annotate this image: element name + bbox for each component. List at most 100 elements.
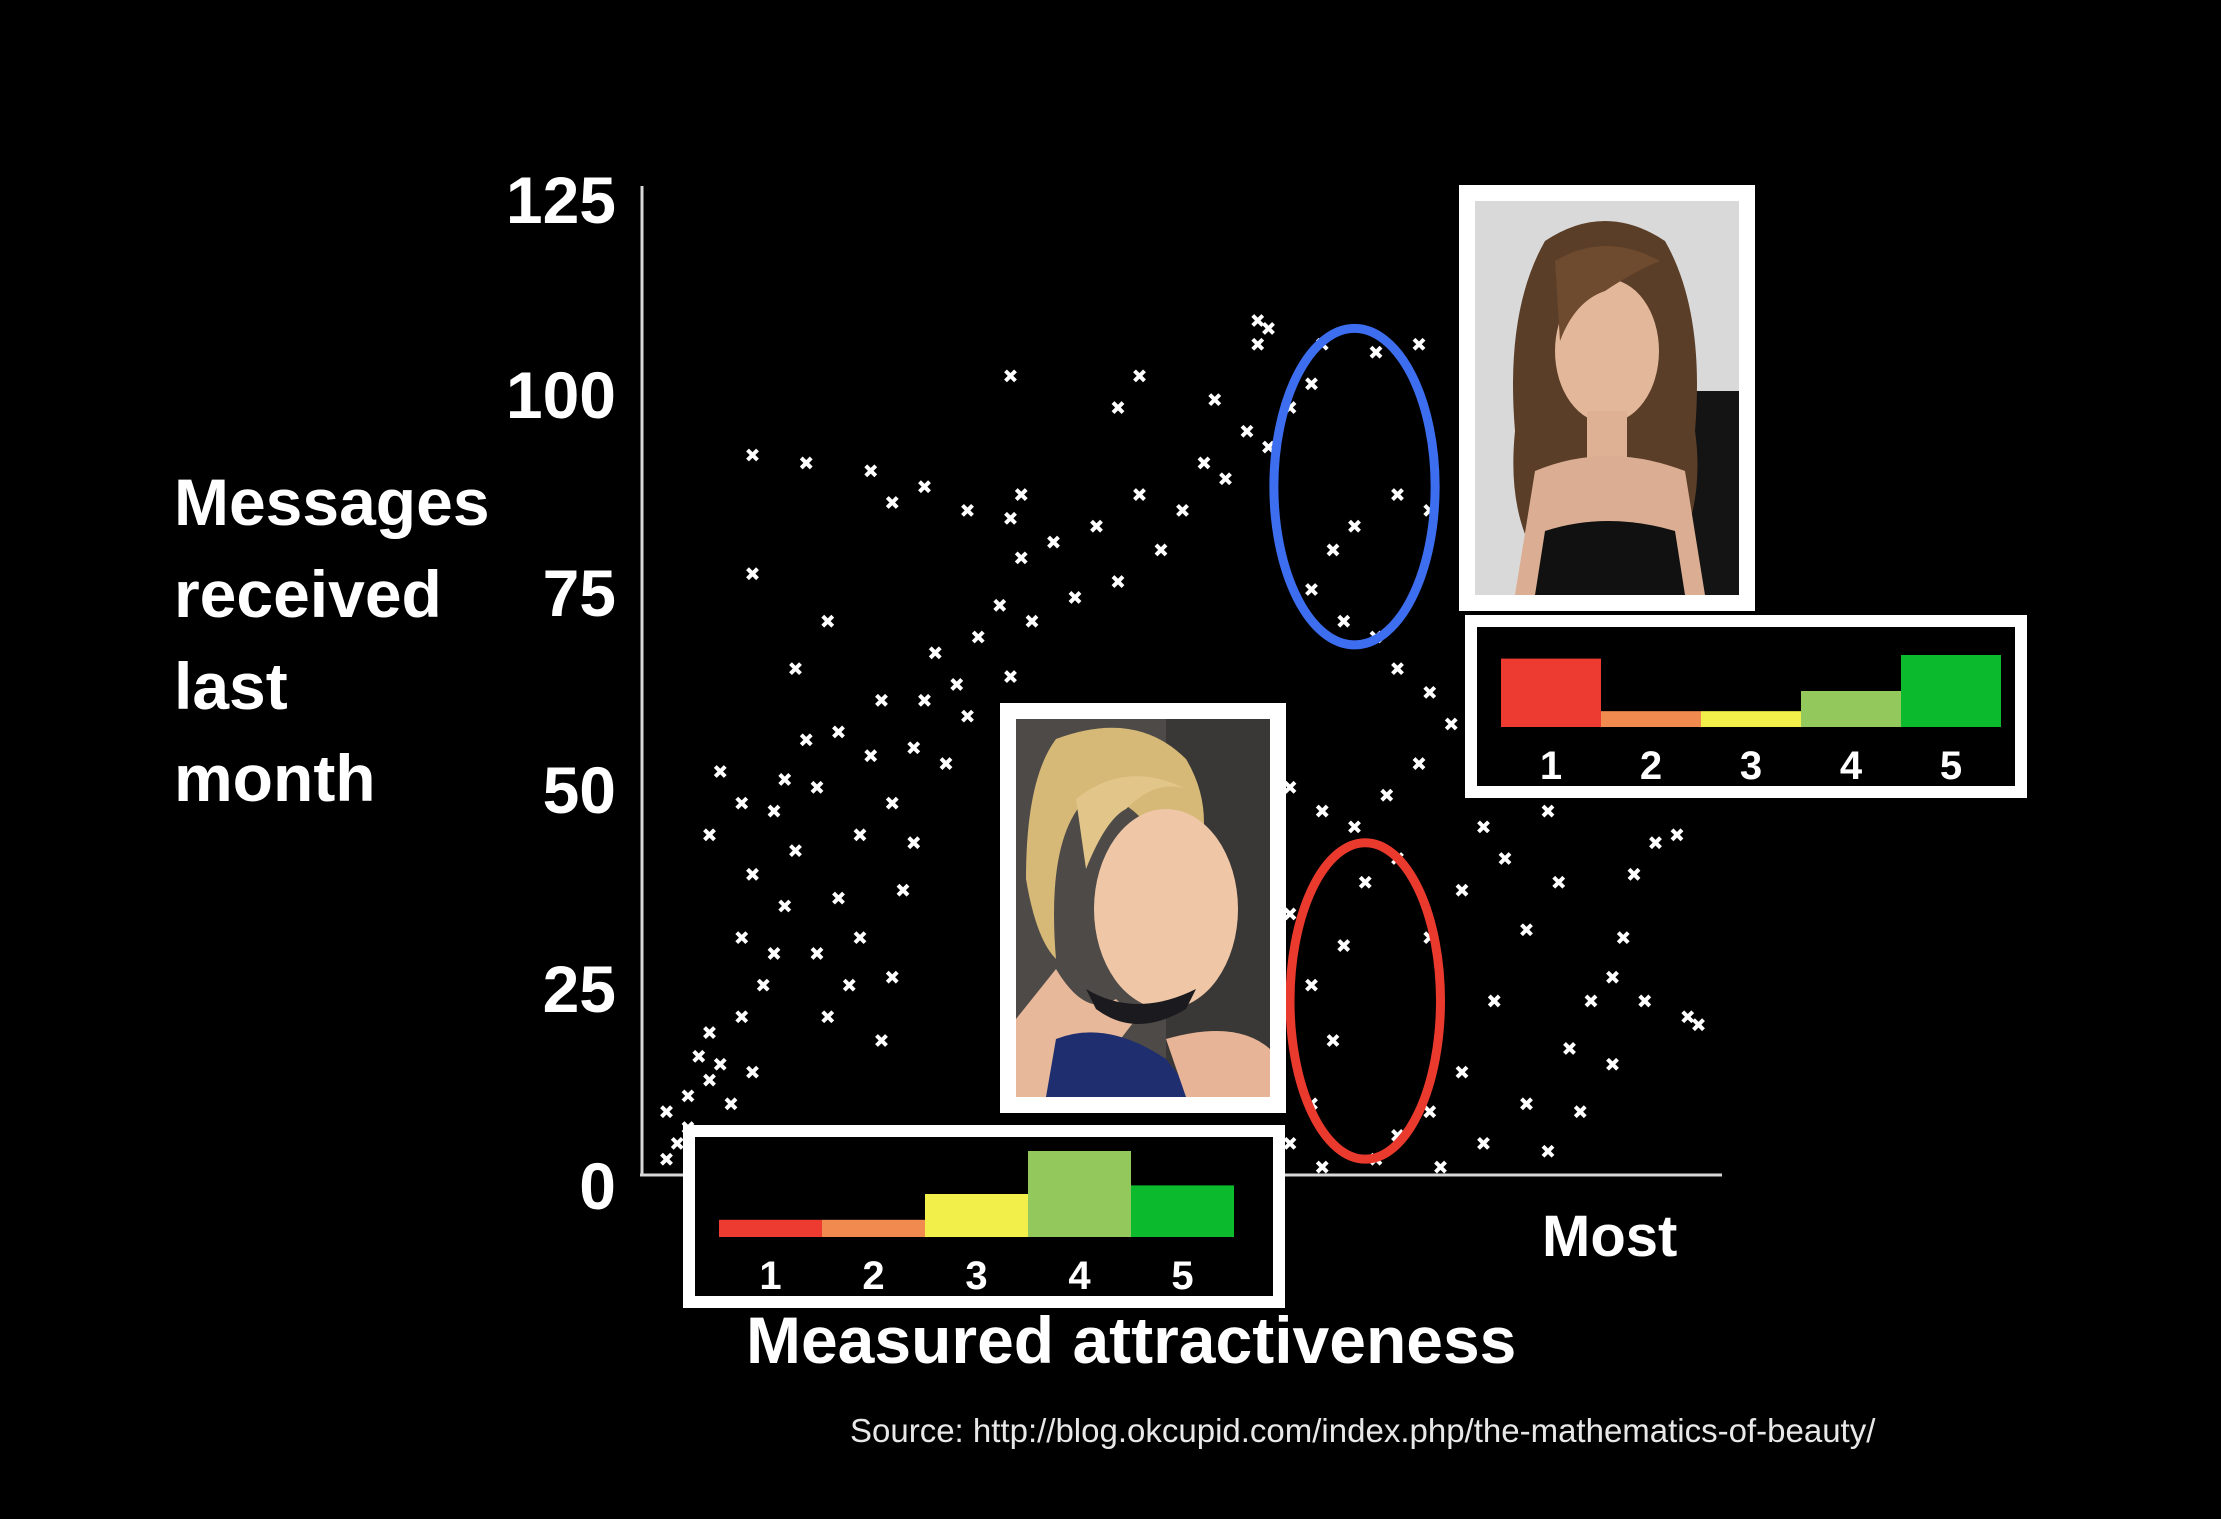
data-point: [810, 947, 824, 960]
y-tick-label: 75: [542, 556, 616, 630]
data-point: [1047, 535, 1060, 549]
histogram-tick-label: 4: [1840, 744, 1863, 786]
data-point: [1487, 994, 1501, 1008]
histogram-bar: [719, 1219, 822, 1237]
data-point: [1004, 670, 1017, 683]
data-point: [1391, 662, 1404, 676]
data-point: [1197, 456, 1211, 470]
data-point: [1025, 614, 1039, 628]
x-axis-label: Measured attractiveness: [746, 1303, 1517, 1377]
data-point: [918, 693, 931, 707]
data-point: [1627, 867, 1641, 881]
histogram-tick-label: 1: [1540, 744, 1562, 786]
data-point: [1283, 780, 1297, 794]
data-point: [660, 1105, 673, 1119]
data-point: [875, 1034, 888, 1047]
highlight-ellipses: [1269, 323, 1445, 1164]
data-point: [1412, 337, 1426, 351]
y-axis-label-line: month: [174, 741, 376, 815]
data-point: [681, 1089, 695, 1103]
data-point: [1423, 685, 1437, 699]
data-point: [1692, 1018, 1705, 1032]
data-point: [1541, 1144, 1555, 1158]
data-point: [1068, 591, 1082, 604]
data-point: [896, 883, 910, 897]
data-point: [703, 1026, 716, 1039]
data-point: [713, 1057, 727, 1071]
data-point: [1337, 614, 1351, 628]
data-point: [853, 931, 867, 945]
data-point: [746, 1065, 759, 1079]
y-axis-label: Messages received last month: [174, 456, 490, 824]
data-point: [1251, 314, 1265, 327]
data-point: [778, 899, 792, 913]
data-point: [875, 693, 888, 707]
data-point: [1133, 488, 1146, 501]
data-point: [767, 804, 781, 818]
y-tick-label: 100: [505, 358, 616, 432]
data-point: [907, 836, 921, 850]
histogram-bar: [925, 1194, 1028, 1237]
data-points: [660, 314, 1705, 1174]
data-point: [1337, 939, 1351, 952]
data-point: [1455, 1065, 1469, 1079]
data-point: [885, 796, 899, 810]
data-point: [1541, 804, 1555, 818]
data-point: [1552, 875, 1566, 889]
data-point: [1638, 994, 1652, 1008]
histogram-bar: [1028, 1151, 1131, 1237]
data-point: [670, 1136, 684, 1150]
data-point: [1111, 575, 1125, 589]
data-point: [1573, 1105, 1587, 1119]
data-point: [971, 630, 985, 644]
data-point: [1649, 836, 1662, 850]
data-point: [1391, 488, 1404, 501]
data-point: [918, 480, 931, 494]
data-point: [993, 598, 1007, 612]
y-tick-label: 125: [505, 163, 616, 237]
data-point: [703, 828, 716, 842]
data-point: [660, 1152, 673, 1166]
data-point: [1412, 757, 1426, 770]
data-point: [1219, 472, 1232, 486]
data-point: [1262, 322, 1275, 335]
histogram-tick-label: 1: [759, 1254, 781, 1296]
y-axis-label-line: received: [174, 557, 442, 631]
histogram-bar: [1701, 711, 1801, 727]
data-point: [832, 891, 845, 905]
data-point: [853, 828, 867, 842]
y-tick-label: 0: [579, 1149, 616, 1223]
data-point: [821, 614, 835, 628]
rating-histogram-lower: 1 2 3 4 5: [683, 1125, 1285, 1308]
histogram-tick-label: 3: [965, 1254, 987, 1296]
data-point: [1348, 519, 1361, 533]
data-point: [1283, 1136, 1297, 1150]
data-point: [799, 733, 813, 747]
histogram-tick-label: 3: [1740, 744, 1762, 786]
data-point: [864, 749, 878, 763]
data-point: [1090, 519, 1103, 533]
data-point: [842, 978, 856, 992]
data-point: [778, 772, 792, 786]
data-point: [885, 970, 899, 984]
data-point: [1251, 337, 1265, 351]
data-point: [1520, 1097, 1533, 1111]
data-point: [1348, 820, 1361, 834]
data-point: [746, 867, 759, 881]
data-point: [1616, 931, 1630, 945]
histogram-tick-label: 5: [1940, 744, 1962, 786]
data-point: [1358, 875, 1372, 889]
data-point: [832, 725, 845, 739]
data-point: [1305, 377, 1318, 391]
data-point: [735, 931, 749, 945]
data-point: [1111, 401, 1125, 414]
data-point: [1305, 978, 1318, 992]
data-point: [961, 503, 974, 517]
data-point: [950, 678, 964, 691]
data-point: [735, 796, 749, 810]
data-point: [1004, 511, 1017, 525]
data-point: [1240, 424, 1254, 438]
histogram-bars: 1 2 3 4 5: [1501, 655, 2001, 786]
data-point: [961, 709, 974, 723]
